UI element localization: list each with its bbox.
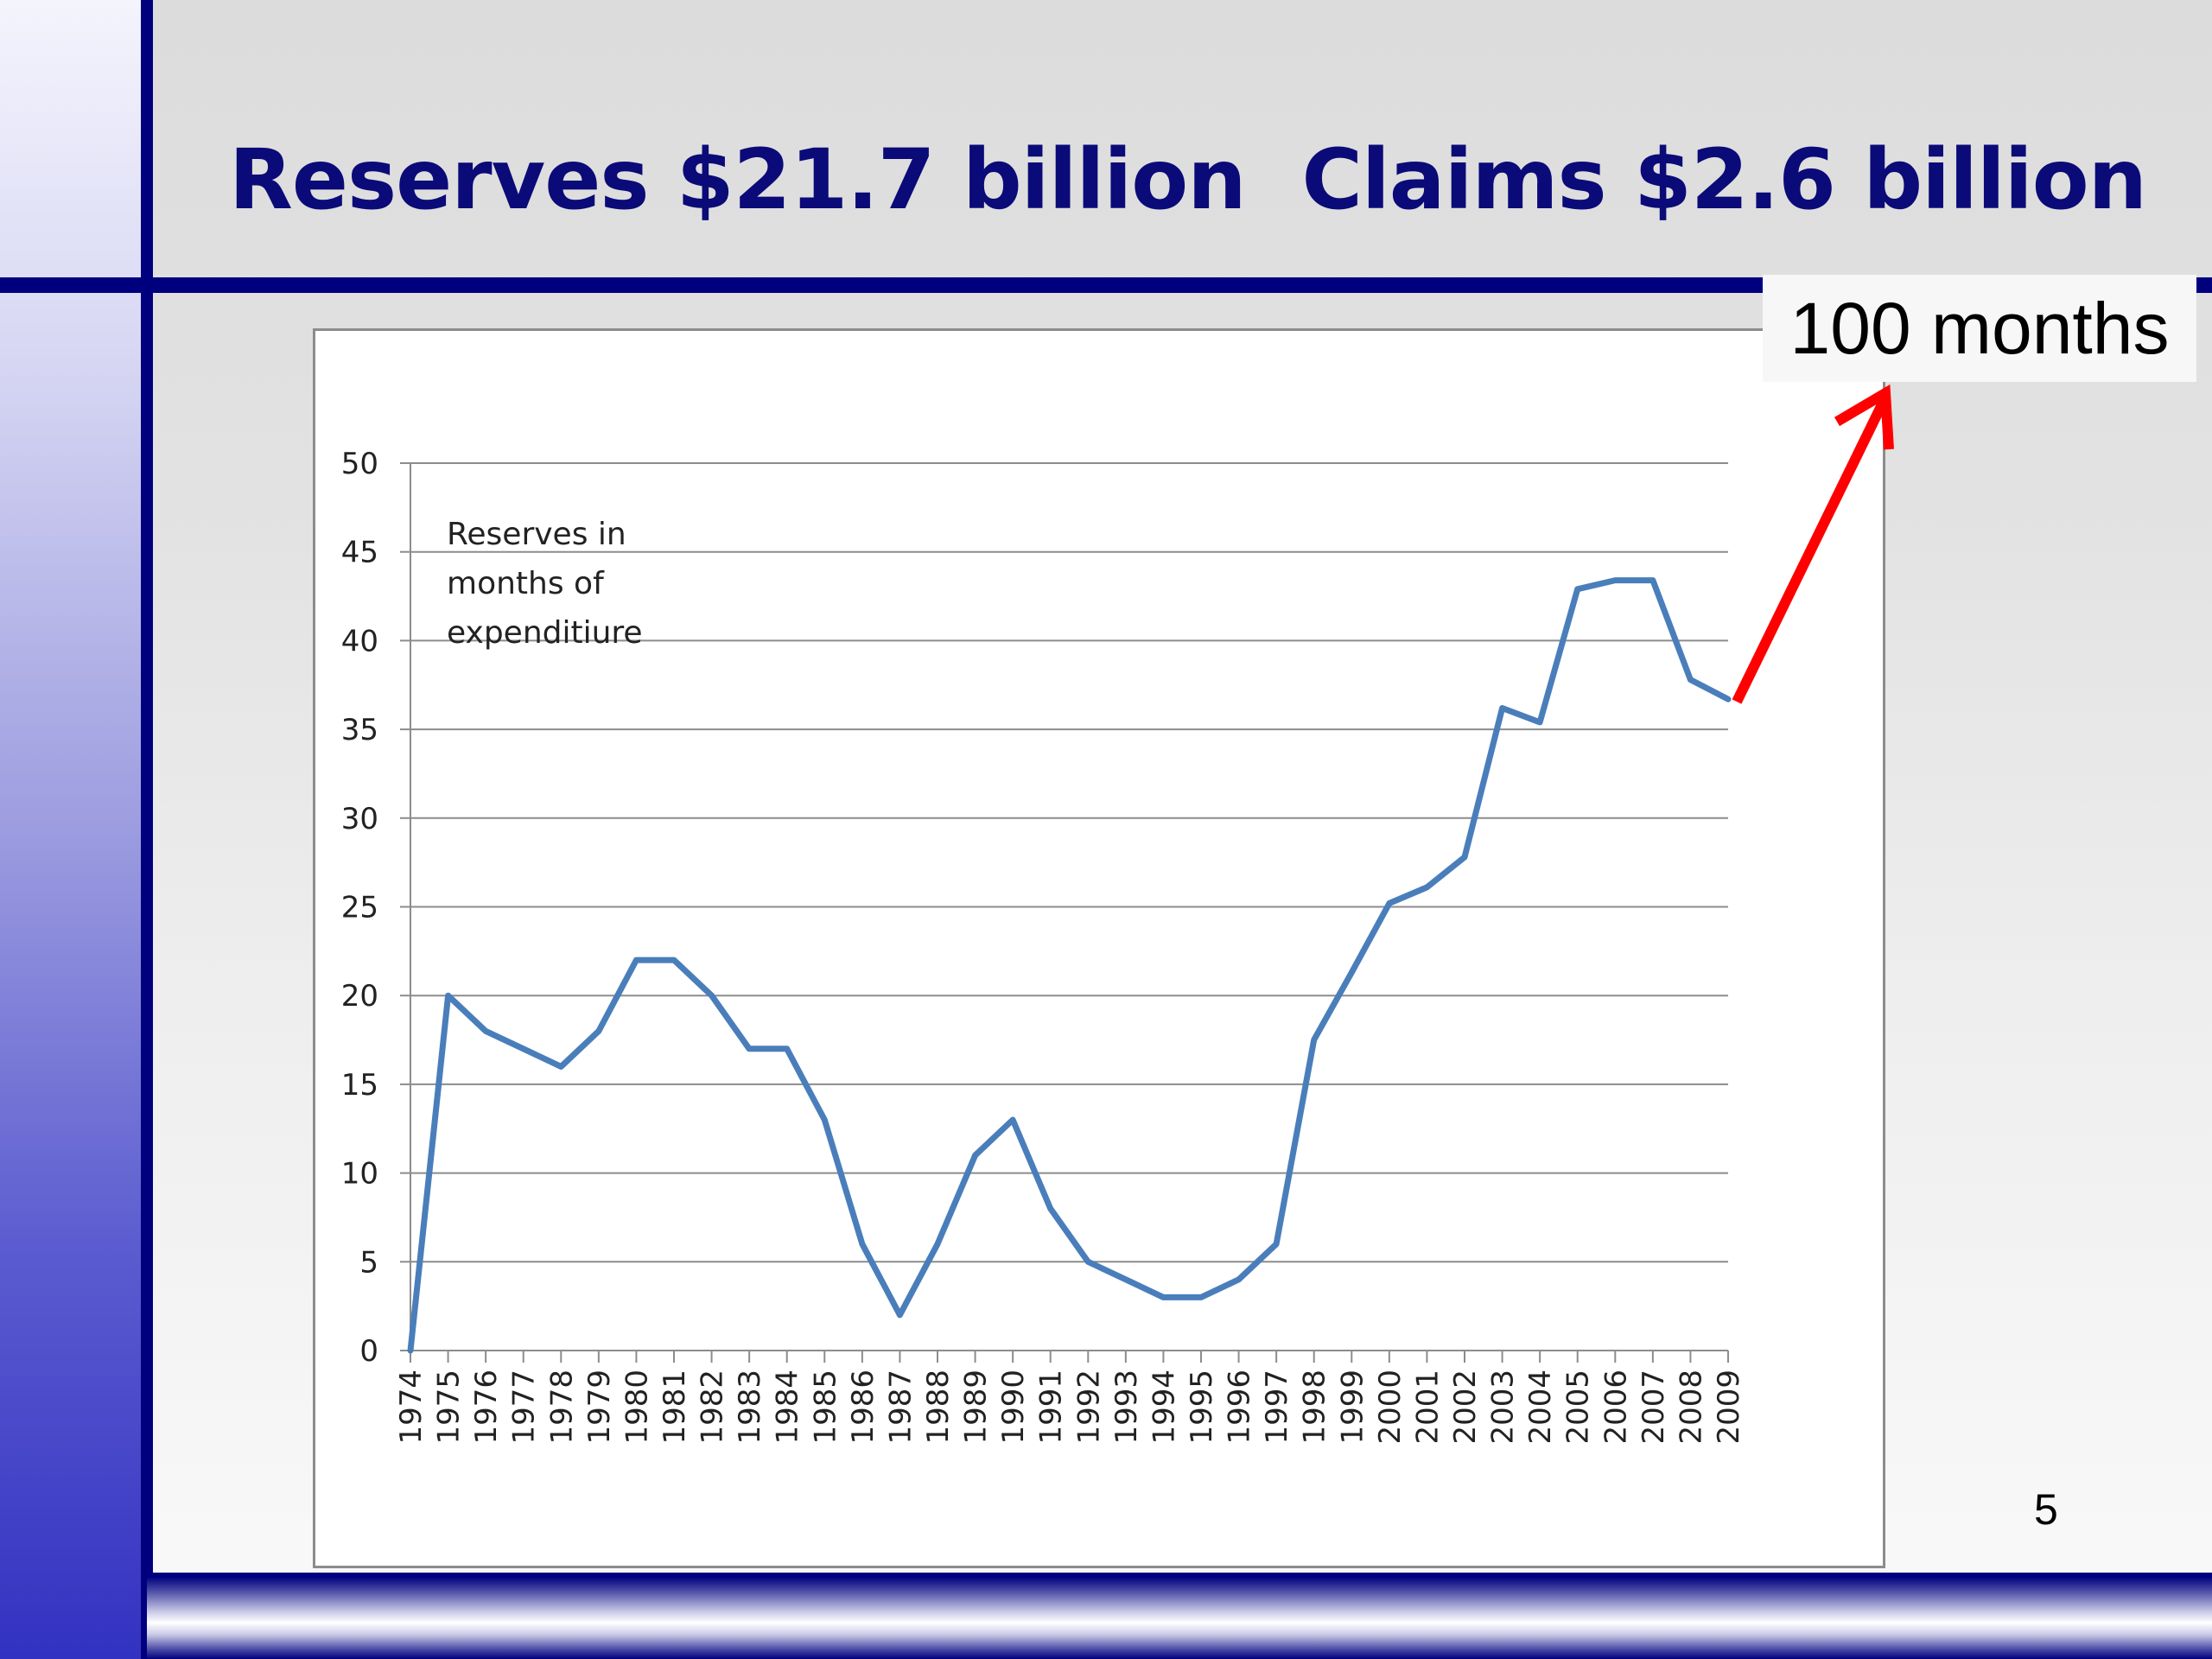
x-tick-label: 1994 bbox=[1147, 1370, 1181, 1445]
x-tick-label: 1995 bbox=[1185, 1370, 1219, 1445]
y-tick-label: 25 bbox=[341, 891, 378, 925]
gridlines bbox=[410, 462, 1728, 1263]
x-tick-label: 2009 bbox=[1712, 1370, 1746, 1445]
x-tick-label: 1987 bbox=[883, 1370, 918, 1445]
y-tick-label: 0 bbox=[359, 1334, 378, 1369]
x-tick-label: 1993 bbox=[1109, 1370, 1144, 1445]
x-tick-label: 1977 bbox=[507, 1370, 542, 1445]
x-tick-label: 2002 bbox=[1448, 1370, 1483, 1445]
arrow-shaft bbox=[1732, 395, 1891, 704]
x-tick-label: 1988 bbox=[921, 1370, 956, 1445]
x-tick-label: 1982 bbox=[696, 1370, 730, 1445]
callout-box: 100 months bbox=[1763, 275, 2196, 382]
y-tick-label: 45 bbox=[341, 536, 378, 570]
y-tick-labels: 0 5 10 15 20 25 30 35 40 45 50 bbox=[341, 447, 378, 1369]
x-tick-label: 2008 bbox=[1674, 1370, 1708, 1445]
y-tick-label: 15 bbox=[341, 1068, 378, 1103]
slide-page-number: 5 bbox=[2034, 1485, 2058, 1534]
x-tick-label: 1989 bbox=[959, 1370, 994, 1445]
x-tick-label: 1975 bbox=[432, 1370, 467, 1445]
series-line-reserves bbox=[407, 577, 1732, 1354]
x-tick-label: 1985 bbox=[808, 1370, 842, 1445]
x-tick-label: 1999 bbox=[1335, 1370, 1370, 1445]
x-tick-label: 2000 bbox=[1373, 1370, 1408, 1445]
x-tick-label: 2006 bbox=[1599, 1370, 1633, 1445]
annotation-line-1: Reserves in bbox=[447, 517, 626, 552]
x-tick-label: 2001 bbox=[1410, 1370, 1445, 1445]
y-tick-label: 10 bbox=[341, 1157, 378, 1192]
bottom-gradient-band bbox=[147, 1573, 2212, 1659]
horizontal-accent-bar bbox=[0, 277, 2212, 293]
x-tick-label: 1990 bbox=[996, 1370, 1031, 1445]
slide-title: Reserves $21.7 billion Claims $2.6 billi… bbox=[229, 131, 2147, 228]
callout-label: 100 months bbox=[1789, 288, 2170, 369]
x-tick-label: 1996 bbox=[1223, 1370, 1257, 1445]
series-layer bbox=[407, 577, 1732, 1354]
x-tick-label: 1983 bbox=[733, 1370, 767, 1445]
x-tick-label: 1974 bbox=[394, 1370, 429, 1445]
x-tick-label: 1976 bbox=[469, 1370, 504, 1445]
x-tick-label: 1979 bbox=[582, 1370, 617, 1445]
left-gradient-strip bbox=[0, 0, 141, 1659]
y-tick-label: 5 bbox=[359, 1245, 378, 1280]
x-tick-label: 1980 bbox=[620, 1370, 654, 1445]
x-tick-label: 1986 bbox=[846, 1370, 880, 1445]
y-tick-label: 20 bbox=[341, 979, 378, 1014]
annotation-line-3: expenditiure bbox=[447, 615, 643, 651]
x-tick-label: 1981 bbox=[658, 1370, 692, 1445]
y-tick-label: 40 bbox=[341, 624, 378, 658]
x-tick-label: 1998 bbox=[1298, 1370, 1332, 1445]
annotation-line-2: months of bbox=[447, 566, 605, 601]
axes bbox=[400, 462, 1729, 1363]
x-tick-label: 1984 bbox=[771, 1370, 805, 1445]
y-tick-label: 30 bbox=[341, 802, 378, 836]
x-tick-label: 1992 bbox=[1071, 1370, 1106, 1445]
y-tick-label: 35 bbox=[341, 713, 378, 747]
x-tick-label: 2007 bbox=[1637, 1370, 1671, 1445]
vertical-accent-bar bbox=[141, 0, 153, 1659]
arrow-head bbox=[1834, 384, 1894, 450]
x-tick-label: 1978 bbox=[544, 1370, 579, 1445]
x-tick-label: 1997 bbox=[1260, 1370, 1294, 1445]
x-tick-labels: 1974 1975 1976 1977 1978 1979 1980 1981 1982 1983… bbox=[394, 1370, 1746, 1445]
x-tick-label: 1991 bbox=[1034, 1370, 1069, 1445]
y-tick-label: 50 bbox=[341, 447, 378, 481]
x-tick-label: 2004 bbox=[1523, 1370, 1558, 1445]
x-tick-label: 2005 bbox=[1561, 1370, 1596, 1445]
x-tick-label: 2003 bbox=[1486, 1370, 1521, 1445]
chart-frame: 0 5 10 15 20 25 30 35 40 45 50 1974 1975 1976 1977 197… bbox=[313, 328, 1885, 1568]
chart-annotation: Reserves in months of expenditiure bbox=[447, 517, 643, 651]
